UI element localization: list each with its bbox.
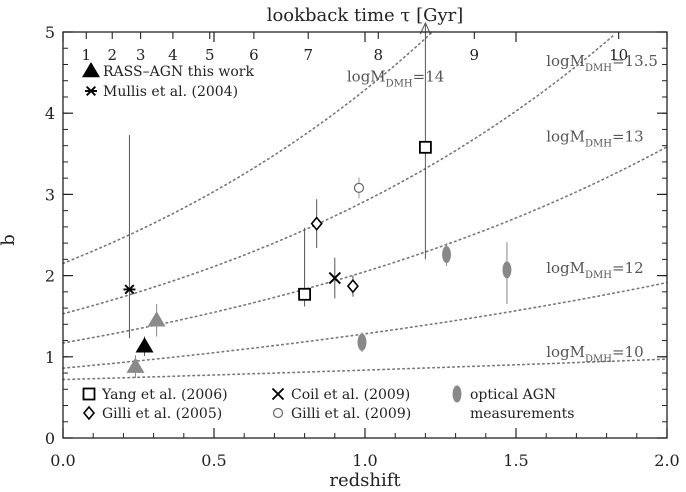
halo-curve bbox=[62, 35, 614, 315]
top-tick-label: 9 bbox=[470, 46, 480, 64]
legend-label: optical AGN bbox=[470, 387, 556, 403]
halo-curve-label: logMDMH=14 bbox=[347, 68, 444, 90]
y-tick-label: 2 bbox=[45, 267, 55, 286]
legend-label: RASS–AGN this work bbox=[103, 64, 254, 80]
x-tick-label: 0.5 bbox=[201, 451, 226, 470]
data-point bbox=[502, 261, 512, 279]
legend-label: Gilli et al. (2005) bbox=[102, 406, 222, 422]
data-point bbox=[346, 278, 359, 294]
legend-label: Coil et al. (2009) bbox=[291, 387, 410, 403]
top-tick-label: 4 bbox=[168, 46, 178, 64]
data-point bbox=[357, 333, 367, 351]
legend-label: Gilli et al. (2009) bbox=[291, 406, 411, 422]
top-tick-label: 7 bbox=[303, 46, 313, 64]
data-point bbox=[310, 216, 323, 231]
legend-layer: RASS–AGN this work Mullis et al. (2004) Ya… bbox=[82, 62, 574, 422]
halo-curve-label: logMDMH=10 bbox=[546, 343, 643, 365]
legend-marker bbox=[82, 62, 100, 78]
top-tick-label: 10 bbox=[609, 46, 628, 64]
data-point bbox=[328, 271, 341, 285]
halo-curve bbox=[62, 358, 668, 381]
x-tick-label: 2.0 bbox=[654, 451, 679, 470]
legend-marker bbox=[82, 387, 96, 401]
data-point bbox=[418, 140, 432, 154]
legend-label: measurements bbox=[470, 406, 574, 422]
legend-marker bbox=[272, 407, 284, 419]
top-tick-label: 8 bbox=[374, 46, 384, 64]
top-tick-label: 2 bbox=[107, 46, 117, 64]
legend-label: Yang et al. (2006) bbox=[101, 387, 228, 403]
data-point bbox=[353, 182, 365, 194]
y-tick-label: 1 bbox=[45, 348, 55, 367]
top-tick-label: 5 bbox=[205, 46, 215, 64]
halo-curve bbox=[62, 146, 668, 344]
data-point bbox=[298, 287, 312, 301]
y-tick-label: 5 bbox=[45, 23, 55, 42]
x-tick-label: 0.0 bbox=[50, 451, 75, 470]
halo-curve bbox=[62, 32, 433, 265]
x-tick-label: 1.5 bbox=[503, 451, 528, 470]
data-point bbox=[126, 357, 145, 373]
data-point bbox=[442, 245, 452, 263]
top-tick-label: 6 bbox=[249, 46, 259, 64]
data-point bbox=[135, 337, 154, 353]
y-axis-title: b bbox=[0, 234, 19, 246]
y-tick-label: 3 bbox=[45, 185, 55, 204]
y-tick-label: 4 bbox=[45, 104, 55, 123]
legend-label: Mullis et al. (2004) bbox=[103, 84, 238, 100]
data-point bbox=[147, 311, 166, 327]
top-tick-label: 3 bbox=[136, 46, 146, 64]
legend-marker bbox=[82, 405, 96, 421]
halo-curve-label: logMDMH=13 bbox=[546, 128, 643, 150]
y-tick-label: 0 bbox=[45, 429, 55, 448]
halo-curve bbox=[62, 281, 668, 369]
x-axis-title: redshift bbox=[329, 470, 401, 491]
legend-marker bbox=[271, 387, 285, 401]
halo-curve-label: logMDMH=13.5 bbox=[546, 52, 658, 74]
halo-curves-layer: logMDMH=10 logMDMH=12 logMDMH=13 logMDMH=13… bbox=[62, 32, 668, 381]
x-tick-label: 1.0 bbox=[352, 451, 377, 470]
halo-curve-label: logMDMH=12 bbox=[546, 259, 643, 281]
top-tick-label: 1 bbox=[81, 46, 91, 64]
legend-marker bbox=[85, 86, 97, 96]
legend-marker bbox=[452, 385, 462, 403]
top-axis-title: lookback time τ [Gyr] bbox=[267, 5, 464, 26]
data-point bbox=[123, 284, 136, 295]
data-points-layer bbox=[123, 21, 512, 378]
